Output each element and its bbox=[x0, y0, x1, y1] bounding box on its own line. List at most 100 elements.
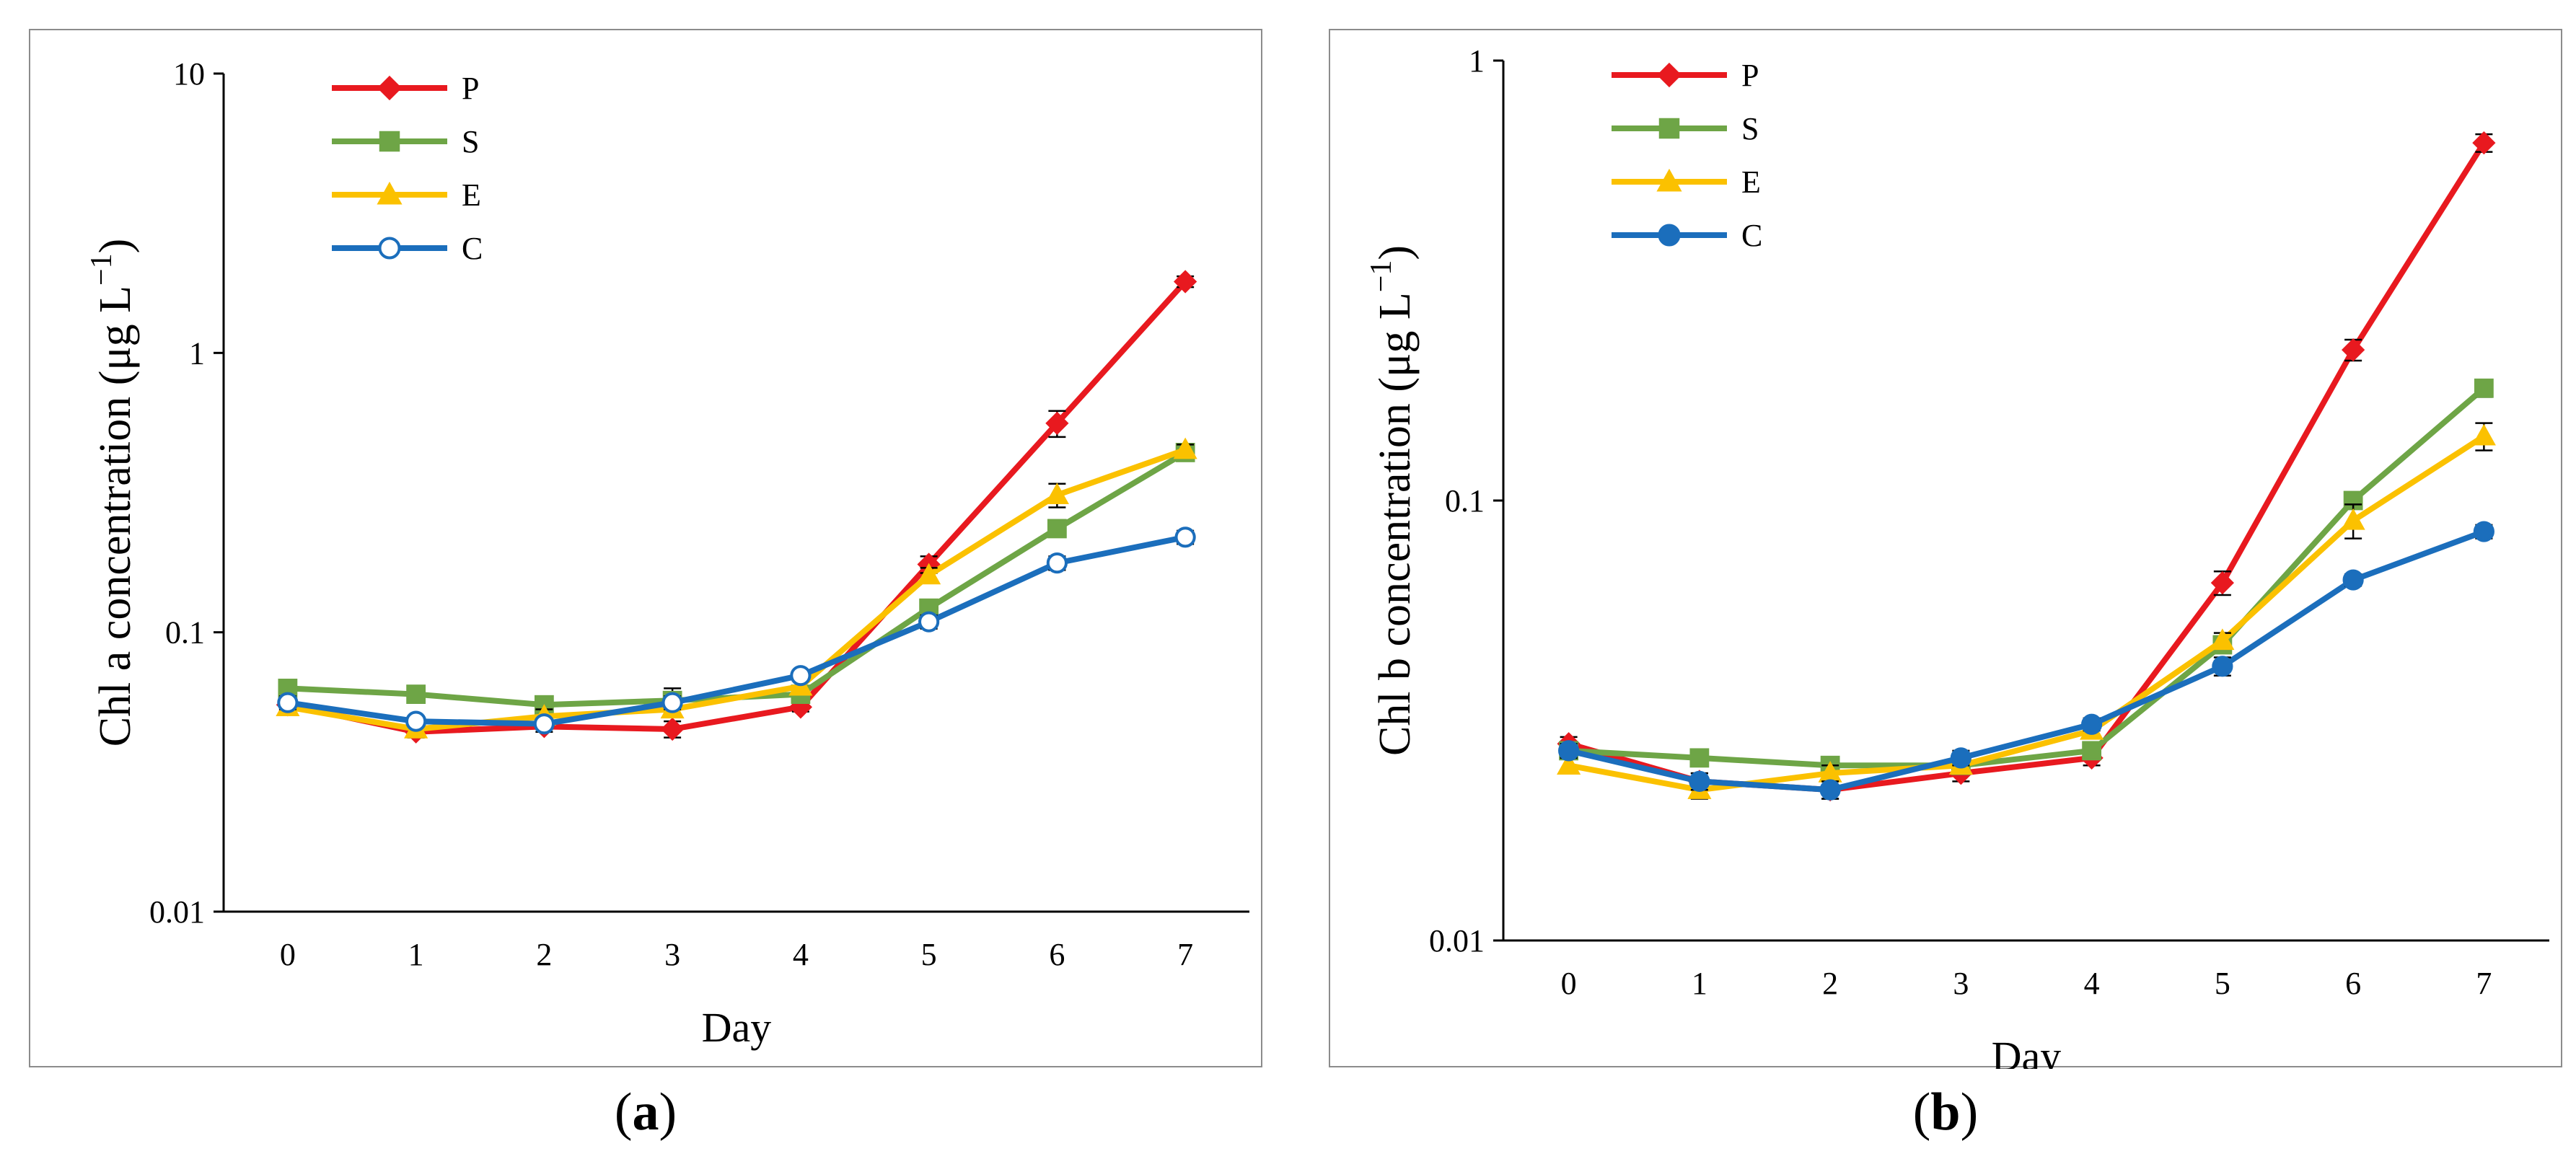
x-tick-label: 6 bbox=[1049, 937, 1065, 972]
x-tick-label: 5 bbox=[2215, 966, 2230, 1001]
data-point-P bbox=[1045, 411, 1069, 435]
series-line-S bbox=[1568, 386, 2486, 769]
y-tick-label: 1 bbox=[189, 335, 205, 371]
data-point-C bbox=[790, 665, 812, 687]
x-tick-label: 5 bbox=[921, 937, 937, 972]
y-tick-label: 0.01 bbox=[1429, 923, 1485, 959]
y-axis-label-sup: −1 bbox=[85, 253, 118, 286]
legend-label: E bbox=[1741, 164, 1761, 200]
caption-b: (b) bbox=[1912, 1083, 1979, 1142]
legend-marker bbox=[1658, 118, 1680, 139]
y-tick-label: 0.1 bbox=[165, 615, 205, 651]
y-axis-label-sup: −1 bbox=[1365, 260, 1398, 293]
data-point-C bbox=[277, 692, 299, 713]
x-tick-label: 2 bbox=[1822, 966, 1838, 1001]
data-point-C bbox=[2212, 656, 2233, 677]
y-tick-label: 0.1 bbox=[1445, 483, 1485, 519]
legend-marker bbox=[379, 131, 400, 152]
data-point-P bbox=[1174, 270, 1197, 294]
series-line-P bbox=[1568, 141, 2487, 793]
legend-marker bbox=[1656, 62, 1682, 88]
x-tick-label: 4 bbox=[793, 937, 809, 972]
legend-item-C: C bbox=[332, 231, 483, 266]
data-point-C bbox=[533, 713, 555, 735]
legend-item-P: P bbox=[332, 71, 479, 106]
legend-marker bbox=[378, 237, 401, 260]
caption-b-letter: b bbox=[1930, 1083, 1961, 1142]
legend-marker bbox=[1658, 224, 1681, 247]
data-point-S bbox=[1047, 519, 1067, 539]
caption-a: (a) bbox=[614, 1083, 677, 1142]
data-point-S bbox=[2474, 378, 2494, 398]
x-tick-label: 0 bbox=[1561, 966, 1577, 1001]
legend-item-E: E bbox=[1612, 164, 1761, 200]
legend-marker bbox=[377, 181, 403, 205]
data-point-C bbox=[2081, 713, 2103, 735]
series-C bbox=[277, 526, 1196, 735]
legend-label: P bbox=[462, 71, 479, 106]
data-point-E bbox=[917, 563, 941, 585]
x-axis-label: Day bbox=[1992, 1033, 2062, 1069]
series-line-E bbox=[287, 446, 1187, 732]
data-point-P bbox=[2342, 338, 2365, 362]
series-line-C bbox=[287, 534, 1186, 727]
data-point-C bbox=[1174, 526, 1196, 548]
data-point-P bbox=[661, 717, 685, 741]
chart-a-svg: 0.01 0.1 1 10 0 1 2 3 4 5 6 7 Day Chl a concentration… bbox=[85, 56, 1249, 1051]
x-tick-label: 0 bbox=[280, 937, 296, 972]
data-point-C bbox=[2473, 521, 2494, 542]
y-axis-label-tail: ) bbox=[1371, 245, 1420, 260]
legend-item-S: S bbox=[1612, 111, 1759, 146]
legend-item-P: P bbox=[1612, 58, 1759, 93]
legend-label: S bbox=[1741, 111, 1759, 146]
y-axis-label: Chl b concentration (μg L−1) bbox=[1365, 245, 1420, 756]
data-point-C bbox=[1046, 552, 1068, 574]
legend-label: C bbox=[1741, 218, 1762, 253]
legend-label: P bbox=[1741, 58, 1759, 93]
chart-b-svg: 0.01 0.1 1 0 1 2 3 4 5 6 7 Day Chl b concentration (… bbox=[1365, 43, 2549, 1069]
x-tick-label: 4 bbox=[2084, 966, 2100, 1001]
x-tick-label: 3 bbox=[1953, 966, 1969, 1001]
series-line-P bbox=[287, 279, 1188, 735]
x-tick-label: 7 bbox=[2476, 966, 2492, 1001]
data-point-E bbox=[2471, 423, 2496, 446]
chart-panel-a: 0.01 0.1 1 10 0 1 2 3 4 5 6 7 Day Chl a concentration… bbox=[29, 29, 1262, 1067]
x-axis-label: Day bbox=[702, 1004, 772, 1051]
legend-label: E bbox=[462, 177, 481, 213]
y-axis-label: Chl a concentration (μg L−1) bbox=[85, 239, 140, 747]
y-tick-label: 1 bbox=[1469, 43, 1485, 79]
data-point-S bbox=[1689, 748, 1710, 768]
data-point-E bbox=[2341, 508, 2365, 530]
data-point-C bbox=[1819, 779, 1841, 801]
data-point-C bbox=[2342, 569, 2364, 591]
caption-a-letter: a bbox=[632, 1083, 659, 1142]
x-tick-label: 6 bbox=[2345, 966, 2361, 1001]
y-axis-label-tail: ) bbox=[91, 239, 140, 254]
data-point-E bbox=[1557, 753, 1581, 775]
legend-item-E: E bbox=[332, 177, 481, 213]
legend-marker bbox=[1656, 168, 1682, 192]
y-axis-label-main: Chl b concentration (μg L bbox=[1371, 292, 1420, 756]
chart-panel-b: 0.01 0.1 1 0 1 2 3 4 5 6 7 Day Chl b concentration (… bbox=[1329, 29, 2562, 1069]
x-tick-label: 3 bbox=[664, 937, 680, 972]
data-point-E bbox=[1173, 437, 1197, 459]
legend-marker bbox=[377, 75, 403, 101]
y-tick-label: 0.01 bbox=[149, 894, 205, 930]
data-point-C bbox=[1950, 747, 1971, 769]
y-axis-label-main: Chl a concentration (μg L bbox=[91, 286, 140, 746]
series-line-E bbox=[1568, 433, 2486, 793]
series-line-S bbox=[287, 449, 1187, 708]
x-tick-label: 2 bbox=[536, 937, 552, 972]
data-point-C bbox=[918, 611, 940, 633]
legend-label: S bbox=[462, 124, 479, 159]
legend-label: C bbox=[462, 231, 483, 266]
x-tick-label: 1 bbox=[1692, 966, 1707, 1001]
data-point-C bbox=[1558, 740, 1580, 762]
legend-item-C: C bbox=[1612, 218, 1762, 253]
data-point-E bbox=[1045, 483, 1069, 505]
data-point-S bbox=[2082, 741, 2102, 761]
series-line-C bbox=[1568, 529, 2485, 793]
data-point-P bbox=[2210, 571, 2234, 595]
data-point-P bbox=[2472, 131, 2496, 155]
data-point-E bbox=[2210, 628, 2235, 651]
